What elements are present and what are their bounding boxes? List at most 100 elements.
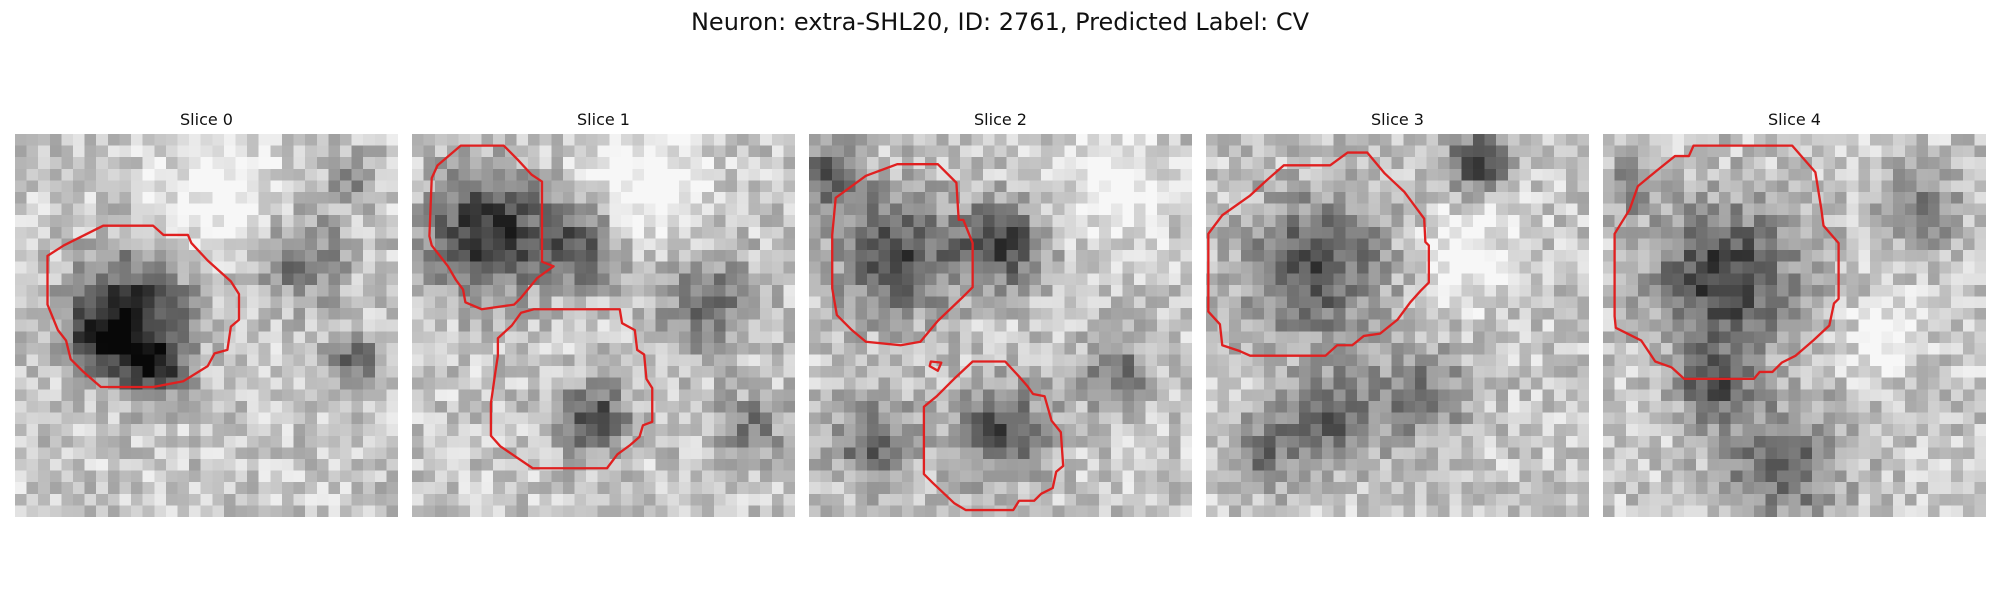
pixel: [142, 447, 155, 460]
pixel: [458, 493, 471, 506]
pixel: [470, 389, 482, 402]
pixel: [1649, 145, 1662, 158]
pixel: [1006, 203, 1019, 216]
pixel: [177, 447, 190, 460]
pixel: [1927, 308, 1940, 320]
pixel: [1753, 157, 1766, 170]
pixel: [1565, 284, 1578, 297]
pixel: [1133, 308, 1146, 320]
pixel: [189, 319, 201, 332]
pixel: [1087, 331, 1100, 344]
pixel: [247, 180, 259, 193]
pixel: [1087, 470, 1100, 483]
pixel: [1742, 319, 1755, 332]
pixel: [1157, 319, 1170, 332]
pixel: [1449, 435, 1462, 448]
pixel: [678, 192, 691, 204]
pixel: [1649, 192, 1662, 204]
pixel: [26, 215, 39, 228]
pixel: [1554, 389, 1567, 402]
pixel: [1391, 389, 1404, 402]
pixel: [1542, 261, 1555, 274]
pixel: [1041, 238, 1053, 251]
pixel: [702, 505, 714, 517]
pixel: [177, 366, 190, 378]
pixel: [1275, 226, 1288, 239]
pixel: [820, 308, 833, 320]
pixel: [1368, 308, 1381, 320]
pixel: [1403, 412, 1416, 425]
pixel: [38, 377, 51, 390]
pixel: [913, 134, 926, 146]
pixel: [1904, 215, 1917, 228]
pixel: [305, 319, 317, 332]
pixel: [983, 134, 995, 146]
pixel: [820, 424, 833, 436]
pixel: [154, 145, 167, 158]
pixel: [1927, 203, 1940, 216]
pixel: [959, 412, 972, 425]
pixel: [1168, 203, 1181, 216]
pixel: [1052, 447, 1065, 460]
pixel: [1753, 273, 1766, 286]
pixel: [1626, 203, 1639, 216]
pixel: [1881, 203, 1894, 216]
pixel: [1916, 250, 1929, 262]
pixel: [867, 238, 879, 251]
pixel: [1252, 203, 1265, 216]
pixel: [644, 319, 656, 332]
pixel: [1380, 458, 1392, 471]
pixel: [1298, 354, 1311, 367]
pixel: [632, 505, 645, 517]
pixel: [107, 308, 120, 320]
pixel: [713, 319, 726, 332]
pixel: [1264, 377, 1276, 390]
pixel: [1916, 168, 1929, 181]
pixel: [435, 180, 448, 193]
pixel: [1695, 284, 1708, 297]
pixel: [1240, 296, 1253, 309]
pixel: [363, 424, 376, 436]
pixel: [1753, 226, 1766, 239]
pixel: [1974, 238, 1986, 251]
pixel: [562, 389, 575, 402]
pixel: [1356, 250, 1369, 262]
pixel: [1661, 192, 1673, 204]
pixel: [386, 377, 398, 390]
pixel: [1904, 192, 1917, 204]
pixel: [1064, 134, 1077, 146]
pixel: [901, 180, 914, 193]
pixel: [1577, 400, 1589, 413]
pixel: [1893, 157, 1905, 170]
pixel: [1217, 470, 1230, 483]
pixel: [1472, 215, 1485, 228]
pixel: [539, 412, 552, 425]
pixel: [38, 424, 51, 436]
pixel: [1426, 296, 1439, 309]
pixel: [212, 157, 225, 170]
pixel: [1252, 493, 1265, 506]
pixel: [586, 203, 598, 216]
pixel: [644, 180, 656, 193]
pixel: [771, 203, 784, 216]
pixel: [632, 412, 645, 425]
pixel: [412, 354, 424, 367]
pixel: [1565, 377, 1578, 390]
pixel: [363, 168, 376, 181]
pixel: [1603, 145, 1615, 158]
pixel: [1052, 366, 1065, 378]
pixel: [539, 273, 552, 286]
pixel: [1684, 134, 1697, 146]
pixel: [528, 354, 540, 367]
pixel: [1484, 331, 1497, 344]
pixel: [971, 308, 984, 320]
pixel: [177, 134, 190, 146]
pixel: [890, 273, 903, 286]
pixel: [1041, 168, 1053, 181]
pixel: [562, 482, 575, 495]
pixel: [1087, 203, 1100, 216]
pixel: [1075, 482, 1088, 495]
pixel: [1893, 342, 1905, 355]
pixel: [481, 482, 494, 495]
pixel: [725, 308, 738, 320]
